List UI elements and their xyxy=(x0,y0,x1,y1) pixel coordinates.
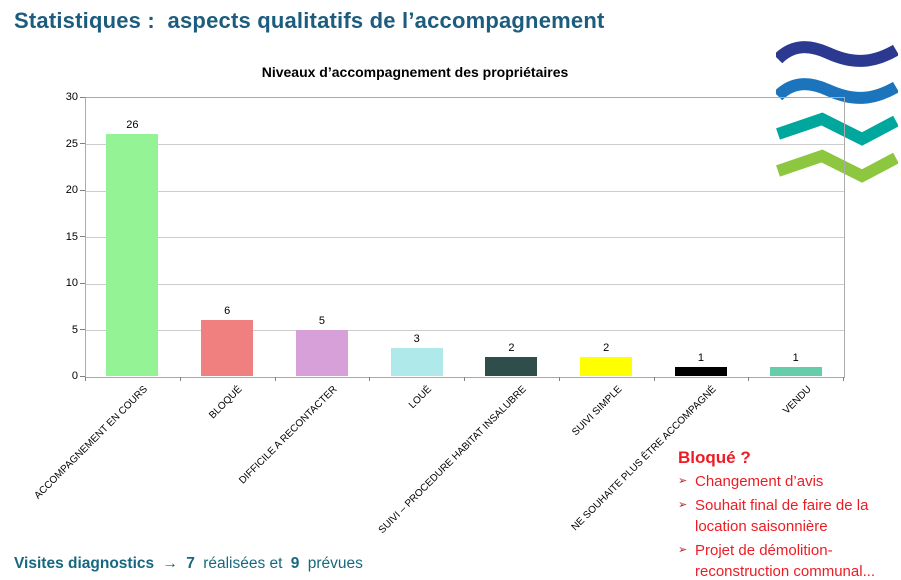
y-axis-tick-label: 20 xyxy=(65,184,78,196)
y-axis-tick xyxy=(80,189,85,191)
bullet-arrow-icon: ➢ xyxy=(678,499,688,511)
y-axis-tick-label: 15 xyxy=(65,230,78,243)
y-axis-tick xyxy=(80,282,85,284)
waves-logo xyxy=(776,41,898,183)
y-axis-tick xyxy=(80,375,85,377)
x-axis-tick xyxy=(748,377,750,381)
note-item-text: Projet de démolition-reconstruction comm… xyxy=(695,542,876,580)
y-axis-tick-label: 5 xyxy=(71,323,78,336)
wave-blue-icon xyxy=(776,78,898,104)
footer-count-planned: 9 xyxy=(290,555,300,572)
x-axis-tick xyxy=(843,377,844,381)
chart-bar xyxy=(485,357,538,376)
y-axis-tick xyxy=(80,329,85,330)
x-axis-label: SUIVI – PROCEDURE HABITAT INSALUBRE xyxy=(377,384,530,536)
x-axis-tick xyxy=(85,377,86,381)
y-axis-tick-label: 10 xyxy=(65,277,78,289)
bullet-arrow-icon: ➢ xyxy=(678,475,688,487)
bar-value-label: 5 xyxy=(318,314,325,327)
footer-prefix: Visites diagnostics xyxy=(14,555,155,572)
gridline xyxy=(86,144,844,145)
note-item: ➢ Souhait final de faire de la location s… xyxy=(678,495,898,537)
bar-value-label: 2 xyxy=(508,342,515,355)
page-title: Statistiques : aspects qualitatifs de l’… xyxy=(14,8,605,33)
x-axis-label: VENDU xyxy=(780,384,814,417)
x-axis-tick xyxy=(653,377,655,381)
y-axis-tick xyxy=(80,96,85,98)
wave-green-icon xyxy=(776,149,898,183)
x-axis-label: LOUÉ xyxy=(407,384,435,412)
bar-value-label: 2 xyxy=(603,342,610,355)
x-axis-tick xyxy=(369,377,371,381)
bullet-arrow-icon: ➢ xyxy=(678,544,688,556)
x-axis-tick xyxy=(274,377,276,381)
note-item-text: Changement d’avis xyxy=(695,473,824,490)
chart-bar xyxy=(295,329,348,376)
footer-count-done: 7 xyxy=(186,555,195,572)
bar-value-label: 1 xyxy=(792,351,799,364)
wave-navy-icon xyxy=(776,41,898,67)
y-axis-tick xyxy=(80,143,85,144)
y-axis-tick xyxy=(80,236,85,237)
note-item: ➢ Projet de démolition-reconstruction com… xyxy=(678,540,898,580)
chart-bar xyxy=(769,366,822,376)
bar-value-label: 3 xyxy=(413,333,420,346)
arrow-right-icon: → xyxy=(162,555,178,572)
chart-title: Niveaux d’accompagnement des propriétair… xyxy=(261,64,569,80)
bloque-note-heading: Bloqué ? xyxy=(678,448,751,467)
y-axis-tick-label: 0 xyxy=(71,370,78,382)
wave-teal-icon xyxy=(776,112,898,146)
bloque-note-list: ➢ Changement d’avis ➢ Souhait final de fair… xyxy=(678,471,898,580)
plot-area xyxy=(85,97,845,378)
chart-bar xyxy=(201,320,254,376)
chart-bar xyxy=(580,357,633,376)
x-axis-tick xyxy=(464,377,465,381)
x-axis-label: DIFFICILE A RECONTACTER xyxy=(237,384,340,487)
gridline xyxy=(86,330,844,331)
x-axis-label: ACCOMPAGNEMENT EN COURS xyxy=(32,384,151,502)
gridline xyxy=(86,237,844,238)
bar-value-label: 26 xyxy=(126,119,139,132)
footer-middle: réalisées et xyxy=(203,555,283,572)
bloque-note: Bloqué ? ➢ Changement d’avis ➢ Souhait fina… xyxy=(678,448,898,580)
footer-suffix: prévues xyxy=(307,555,363,572)
chart-bar xyxy=(390,348,443,376)
bar-value-label: 1 xyxy=(697,351,704,364)
footer-visites: Visites diagnostics → 7 réalisées et 9 p… xyxy=(14,555,367,573)
x-axis-tick xyxy=(179,377,181,381)
chart-bar xyxy=(674,366,727,376)
bar-value-label: 6 xyxy=(224,305,231,318)
gridline xyxy=(86,190,844,192)
chart-bar xyxy=(106,134,159,376)
x-axis-label: SUIVI SIMPLE xyxy=(569,384,624,439)
y-axis-tick-label: 25 xyxy=(65,137,78,150)
note-item-text: Souhait final de faire de la location sa… xyxy=(695,497,869,535)
y-axis-tick-label: 30 xyxy=(65,91,78,103)
gridline xyxy=(86,283,844,285)
x-axis-label: BLOQUÉ xyxy=(207,384,245,422)
note-item: ➢ Changement d’avis xyxy=(678,471,898,492)
x-axis-tick xyxy=(558,377,560,381)
